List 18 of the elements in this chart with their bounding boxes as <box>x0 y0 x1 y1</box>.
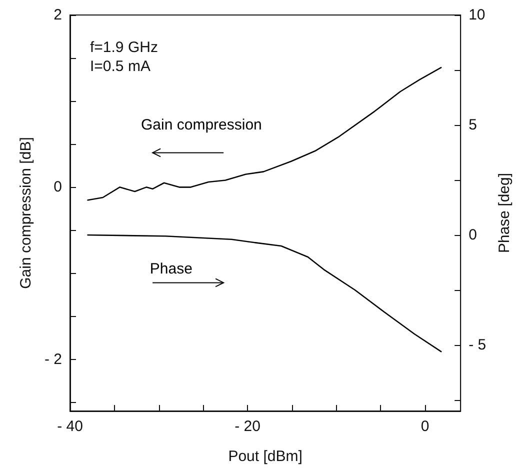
x-tick-label: - 20 <box>234 418 260 435</box>
series-label: Phase <box>150 260 192 278</box>
x-tick-label: 0 <box>420 418 430 435</box>
y-tick-label: 0 <box>54 178 62 196</box>
y2-axis-title: Phase [deg] <box>496 172 513 254</box>
y-tick-label: 2 <box>54 6 62 24</box>
y-tick-label: - 2 <box>44 350 62 368</box>
y2-tick-label: 10 <box>468 6 486 24</box>
line-series <box>87 234 442 352</box>
y2-tick-label: 0 <box>468 226 477 244</box>
x-axis-title: Pout [dBm] <box>228 448 302 465</box>
y2-tick-label: - 5 <box>468 336 486 354</box>
annotation: I=0.5 mA <box>90 58 150 75</box>
annotation: f=1.9 GHz <box>90 39 158 56</box>
y2-tick-label: 5 <box>468 116 477 134</box>
text: Gain compression <box>141 116 262 134</box>
y-axis-title: Gain compression [dB] <box>18 137 35 289</box>
x-tick-label: - 40 <box>57 418 83 435</box>
